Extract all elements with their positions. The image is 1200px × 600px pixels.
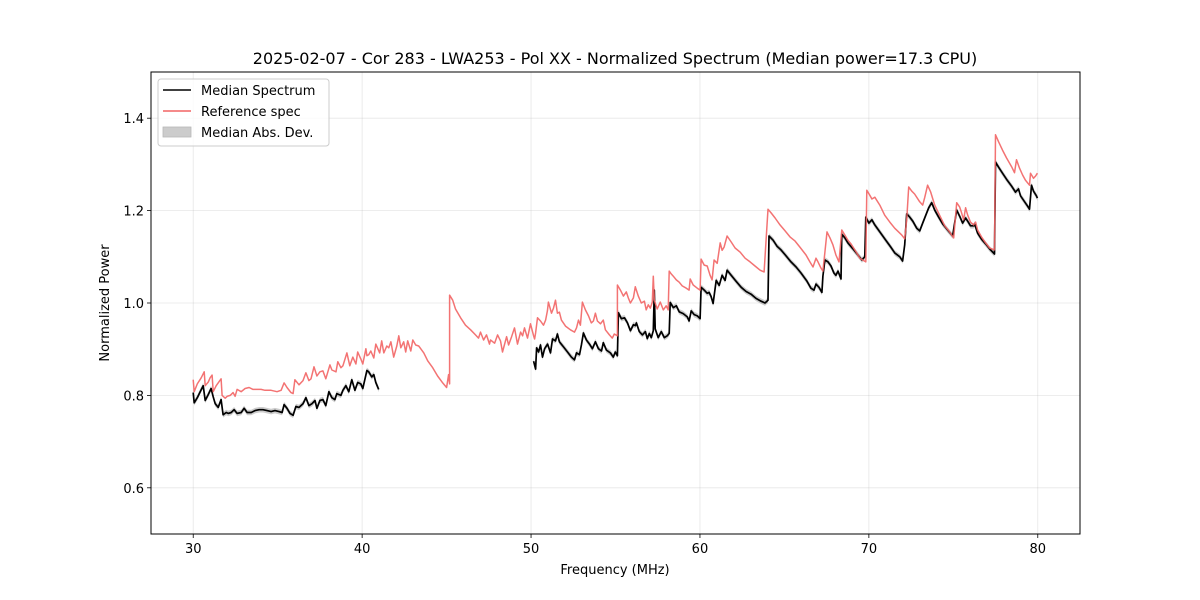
y-axis-label: Normalized Power: [98, 244, 113, 362]
median-spectrum-line: [532, 161, 1039, 370]
x-tick-label: 60: [692, 542, 709, 557]
legend-label-reference: Reference spec: [201, 105, 301, 120]
median-spectrum-line: [192, 369, 380, 417]
x-tick-label: 30: [185, 542, 202, 557]
y-tick-label: 1.0: [123, 297, 144, 312]
x-axis-label: Frequency (MHz): [560, 563, 669, 578]
y-tick-label: 1.2: [123, 205, 144, 220]
legend: Median Spectrum Reference spec Median Ab…: [157, 78, 330, 147]
x-axis: 30 40 50 60 70 80: [185, 534, 1046, 557]
y-tick-label: 0.6: [123, 482, 144, 497]
plot-area: [192, 134, 1039, 419]
y-axis: 0.6 0.8 1.0 1.2 1.4: [123, 112, 151, 497]
legend-label-mad: Median Abs. Dev.: [201, 126, 313, 141]
y-tick-label: 0.8: [123, 389, 144, 404]
x-tick-label: 50: [523, 542, 540, 557]
reference-spec-line: [192, 134, 1039, 399]
legend-frame: [157, 78, 330, 147]
x-tick-label: 70: [861, 542, 878, 557]
chart-title: 2025-02-07 - Cor 283 - LWA253 - Pol XX -…: [253, 49, 977, 68]
y-tick-label: 1.4: [123, 112, 144, 127]
series-layer: [192, 134, 1039, 417]
legend-swatch-mad: [162, 126, 192, 138]
x-tick-label: 80: [1029, 542, 1046, 557]
legend-label-median: Median Spectrum: [201, 84, 315, 99]
grid-lines: [151, 72, 1080, 534]
x-tick-label: 40: [354, 542, 371, 557]
